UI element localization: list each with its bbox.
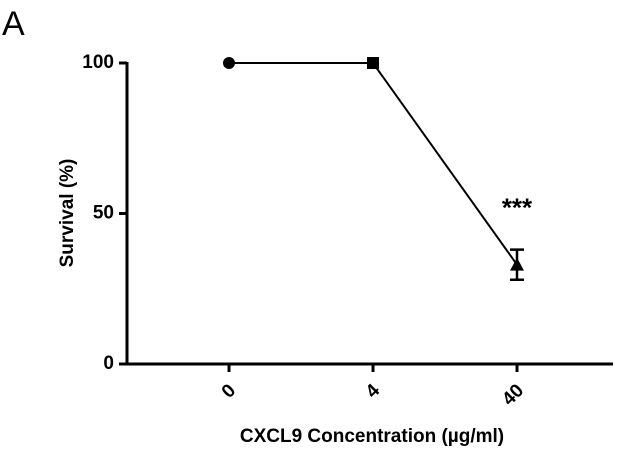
annotation: *** [502,192,533,222]
x-tick-label: 4 [362,380,385,403]
x-tick-label: 40 [498,380,528,410]
y-tick-label: 0 [103,353,114,374]
x-tick-label: 0 [218,380,240,402]
marker [223,57,235,69]
y-tick-label: 100 [82,52,114,73]
y-axis-title: Survival (%) [57,159,78,268]
series-line [229,62,518,266]
x-axis-title: CXCL9 Concentration (µg/ml) [240,426,504,447]
panel-label: A [2,5,25,43]
y-tick-label: 50 [93,203,114,224]
marker [510,257,524,271]
marker [367,57,379,69]
